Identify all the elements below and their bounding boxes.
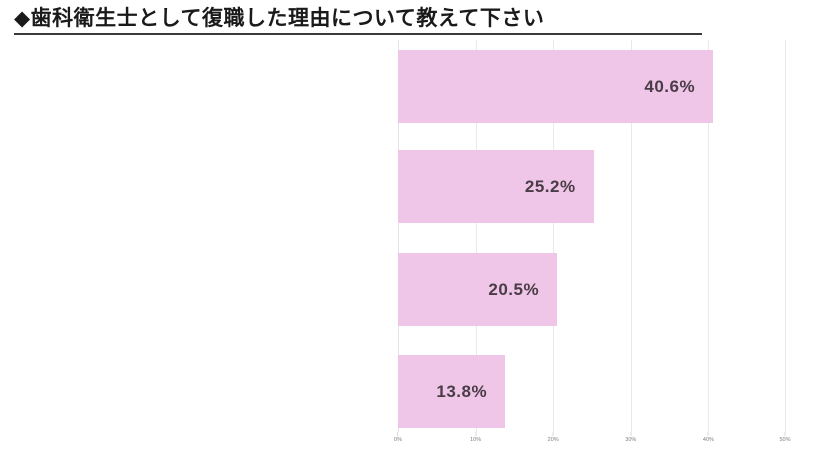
x-tick: 0% (394, 432, 402, 443)
bar: 40.6% (398, 50, 714, 123)
page-title: ◆歯科衛生士として復職した理由について教えて下さい (14, 7, 545, 30)
bar-series: 40.6% 25.2% 20.5% 13.8% (398, 40, 786, 432)
gridline (553, 40, 555, 432)
x-tick: 50% (779, 432, 791, 443)
x-tick-label: 40% (702, 437, 714, 443)
tick-mark (475, 432, 477, 436)
x-tick: 30% (625, 432, 636, 443)
bar-value-label: 25.2% (524, 176, 576, 196)
y-axis-category-labels: 資格を活かせる仕事だから 歯科衛生士の仕事が好きだから 経験、キャリアを活かせる… (0, 40, 386, 432)
tick-mark (552, 432, 554, 436)
gridline (785, 40, 786, 432)
gridlines (398, 40, 786, 432)
bar: 13.8% (398, 355, 506, 428)
tick-mark (397, 432, 399, 436)
gridline (475, 40, 477, 432)
plot-area: 40.6% 25.2% 20.5% 13.8% (398, 40, 786, 432)
bar-value-label: 20.5% (488, 279, 540, 299)
x-tick: 10% (470, 432, 481, 443)
bar: 25.2% (398, 150, 594, 223)
gridline (630, 40, 632, 432)
x-tick-label: 10% (470, 437, 482, 443)
bar-chart: 資格を活かせる仕事だから 歯科衛生士の仕事が好きだから 経験、キャリアを活かせる… (0, 40, 840, 454)
x-axis: 0% 10% 20% 30% 40% 50% (394, 432, 791, 454)
x-tick: 20% (548, 432, 559, 443)
x-tick-label: 50% (779, 437, 791, 443)
tick-mark (784, 432, 786, 436)
tick-mark (707, 432, 709, 436)
x-tick-label: 30% (625, 437, 637, 443)
x-tick: 40% (703, 432, 714, 443)
gridline (708, 40, 710, 432)
gridline (398, 40, 399, 432)
x-tick-label: 0% (394, 437, 402, 443)
x-tick-label: 20% (547, 437, 559, 443)
bar: 20.5% (398, 253, 558, 326)
title-underline (14, 33, 702, 35)
tick-mark (630, 432, 632, 436)
bar-value-label: 13.8% (436, 381, 488, 401)
bar-value-label: 40.6% (644, 76, 696, 96)
chart-title-block: ◆歯科衛生士として復職した理由について教えて下さい (14, 6, 714, 36)
